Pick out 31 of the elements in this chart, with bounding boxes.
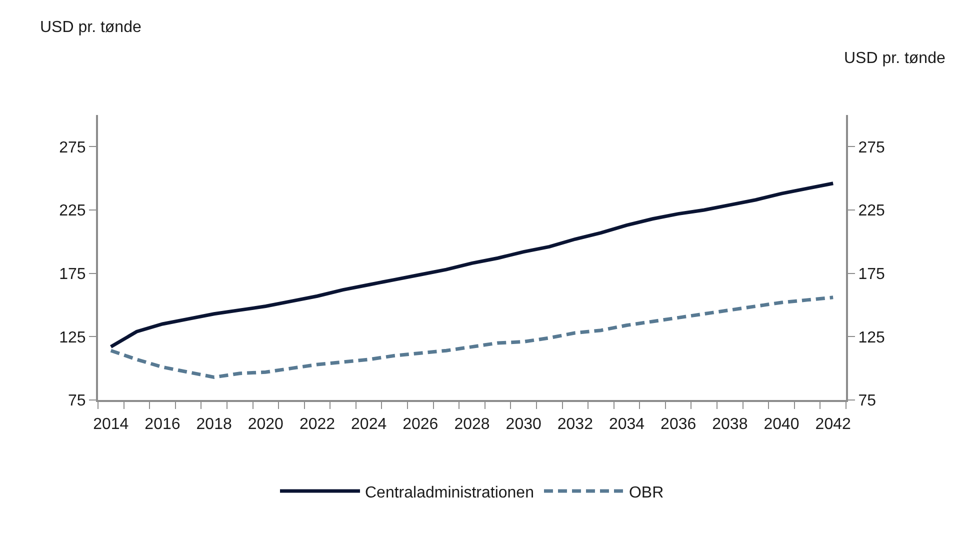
x-tick-label: 2040 [764,416,800,434]
y-axis-title: USD pr. tønde [40,19,142,36]
x-tick-label: 2030 [506,416,542,434]
y2-tick-label: 225 [858,202,885,220]
x-tick-label: 2022 [299,416,336,434]
legend-label: Centraladministrationen [365,484,534,502]
y2-tick-label: 175 [858,266,885,283]
y2-axis-title: USD pr. tønde [844,50,946,67]
y2-tick-label: 125 [858,329,885,346]
x-tick-label: 2020 [248,416,284,434]
x-tick-label: 2018 [196,416,232,434]
y2-tick-label: 275 [858,139,885,156]
y-tick-label: 125 [59,329,86,346]
x-tick-label: 2034 [608,416,645,434]
y-tick-label: 75 [68,392,86,410]
x-tick-label: 2032 [557,416,594,434]
line-series [109,182,835,349]
x-tick-label: 2014 [93,416,129,434]
y-tick-label: 275 [59,139,86,156]
x-tick-label: 2028 [454,416,490,434]
y2-tick-label: 75 [858,392,876,410]
x-tick-label: 2038 [712,416,748,434]
line-series [109,296,835,379]
x-tick-label: 2026 [402,416,438,434]
y-tick-label: 225 [59,202,86,220]
legend-label: OBR [628,484,664,502]
x-tick-label: 2036 [660,416,696,434]
y-tick-label: 175 [59,266,86,283]
x-tick-label: 2042 [815,416,851,434]
x-tick-label: 2016 [144,416,180,434]
x-tick-label: 2024 [351,416,387,434]
